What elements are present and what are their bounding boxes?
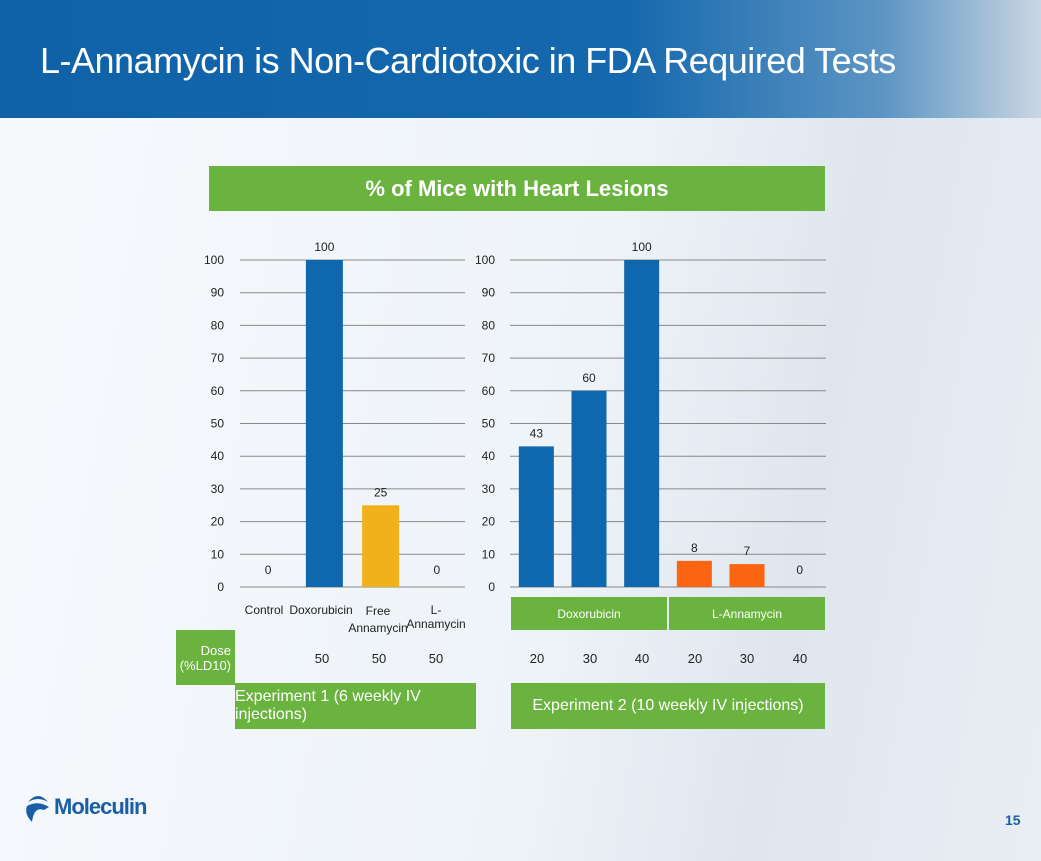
dose-value: 50 [314,651,330,666]
y-tick-label: 20 [211,515,225,529]
y-tick-label: 50 [211,417,225,431]
y-tick-label: 10 [211,547,225,561]
category-label: Free Annamycin [348,604,408,635]
category-label: Control [244,603,284,617]
group-doxorubicin: Doxorubicin [511,597,667,630]
data-label: 0 [796,563,803,577]
y-tick-label: 90 [211,286,225,300]
y-tick-label: 70 [211,351,225,365]
dose-value: 50 [428,651,444,666]
dose-value: 20 [529,651,545,666]
y-tick-label: 50 [482,417,496,431]
dose-value: 50 [371,651,387,666]
y-tick-label: 40 [482,449,496,463]
category-label: L-Annamycin [406,603,466,631]
y-tick-label: 80 [211,318,225,332]
experiment-1-label: Experiment 1 (6 weekly IV injections) [235,683,476,729]
data-label: 43 [530,426,544,440]
moleculin-logo: Moleculin [24,790,147,824]
data-label: 100 [314,240,334,254]
data-label: 8 [691,541,698,555]
logo-text: Moleculin [54,794,147,819]
y-tick-label: 90 [482,286,496,300]
y-tick-label: 30 [211,482,225,496]
y-tick-label: 20 [482,515,496,529]
data-label: 100 [632,240,652,254]
y-tick-label: 40 [211,449,225,463]
y-tick-label: 30 [482,482,496,496]
data-label: 25 [374,485,388,499]
data-label: 60 [582,371,596,385]
y-tick-label: 10 [482,547,496,561]
dose-value: 40 [634,651,650,666]
bar [729,564,765,587]
bar [362,505,400,587]
y-tick-label: 100 [204,253,224,267]
dose-value: 30 [582,651,598,666]
page-number: 15 [1005,812,1021,828]
y-tick-label: 0 [488,580,495,594]
dose-value: 40 [792,651,808,666]
data-label: 7 [744,544,751,558]
bar [305,260,343,587]
y-tick-label: 80 [482,318,496,332]
bar [624,260,660,587]
y-tick-label: 100 [475,253,495,267]
group-l-annamycin: L-Annamycin [669,597,825,630]
y-tick-label: 60 [482,384,496,398]
chart-title: % of Mice with Heart Lesions [209,166,825,211]
y-tick-label: 70 [482,351,496,365]
experiment-2-label: Experiment 2 (10 weekly IV injections) [511,683,825,729]
dose-value: 20 [687,651,703,666]
logo-mark-icon [26,796,49,822]
category-label: Doxorubicin [289,603,353,617]
bar [676,560,712,587]
dose-value: 30 [739,651,755,666]
header-bar [0,0,1041,118]
y-tick-label: 0 [217,580,224,594]
bar [571,390,607,587]
data-label: 0 [434,563,441,577]
dose-label: Dose (%LD10) [176,630,235,685]
y-tick-label: 60 [211,384,225,398]
slide-title: L-Annamycin is Non-Cardiotoxic in FDA Re… [40,40,896,81]
bar [518,446,554,587]
data-label: 0 [265,563,272,577]
